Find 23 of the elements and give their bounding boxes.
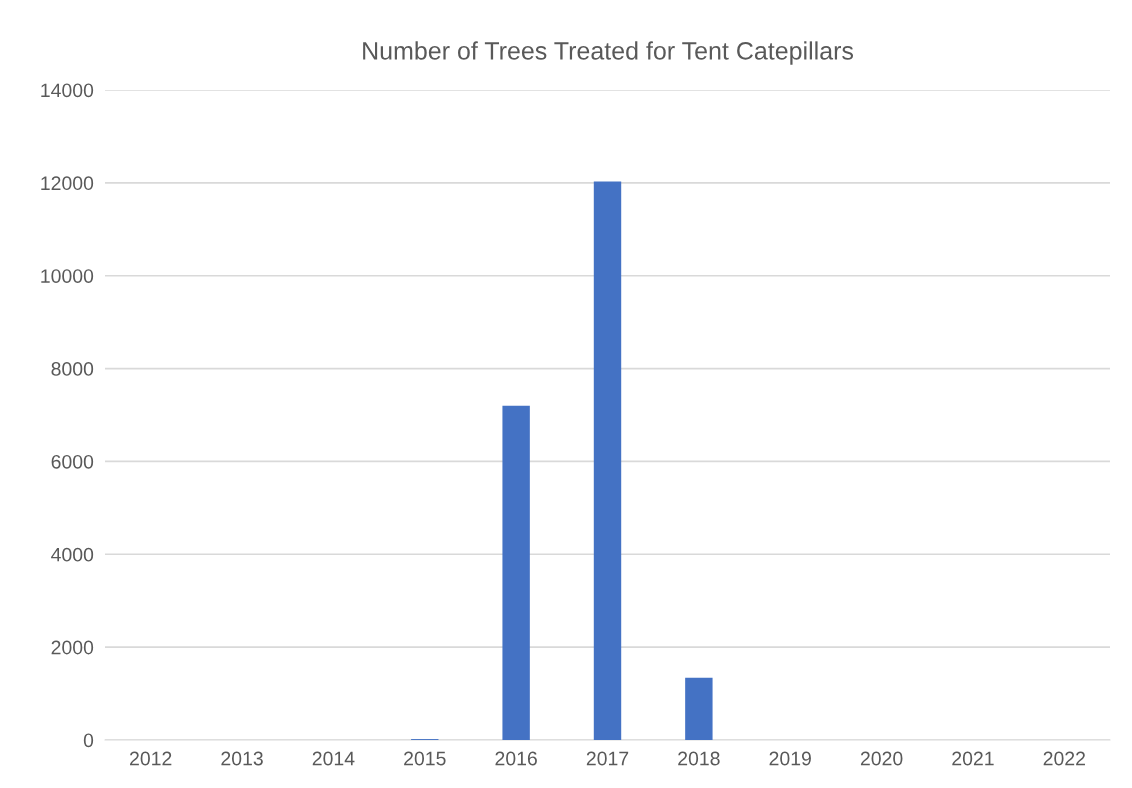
x-tick-label: 2020 — [860, 751, 903, 766]
y-tick-label: 8000 — [51, 362, 94, 376]
x-tick-label: 2016 — [495, 751, 537, 766]
x-tick-label: 2021 — [952, 751, 994, 766]
y-tick-label: 14000 — [41, 83, 94, 98]
bar — [593, 181, 622, 740]
y-tick-label: 4000 — [51, 547, 94, 562]
y-tick-label: 12000 — [41, 176, 94, 191]
x-tick-label: 2017 — [586, 751, 629, 766]
x-tick-label: 2012 — [130, 751, 172, 766]
x-tick-label: 2018 — [678, 751, 720, 766]
x-tick-label: 2019 — [769, 751, 811, 766]
chart-title: Number of Trees Treated for Tent Catepillars — [363, 41, 854, 65]
bar — [502, 405, 530, 740]
bar — [685, 677, 713, 740]
y-tick-label: 6000 — [51, 454, 94, 469]
x-tick-label: 2015 — [404, 751, 446, 766]
y-tick-label: 2000 — [51, 640, 94, 655]
x-tick-label: 2022 — [1043, 751, 1085, 766]
y-tick-label: 10000 — [41, 269, 94, 283]
x-tick-label: 2013 — [221, 751, 263, 766]
y-tick-label: 0 — [83, 733, 94, 748]
x-tick-label: 2014 — [312, 751, 355, 766]
